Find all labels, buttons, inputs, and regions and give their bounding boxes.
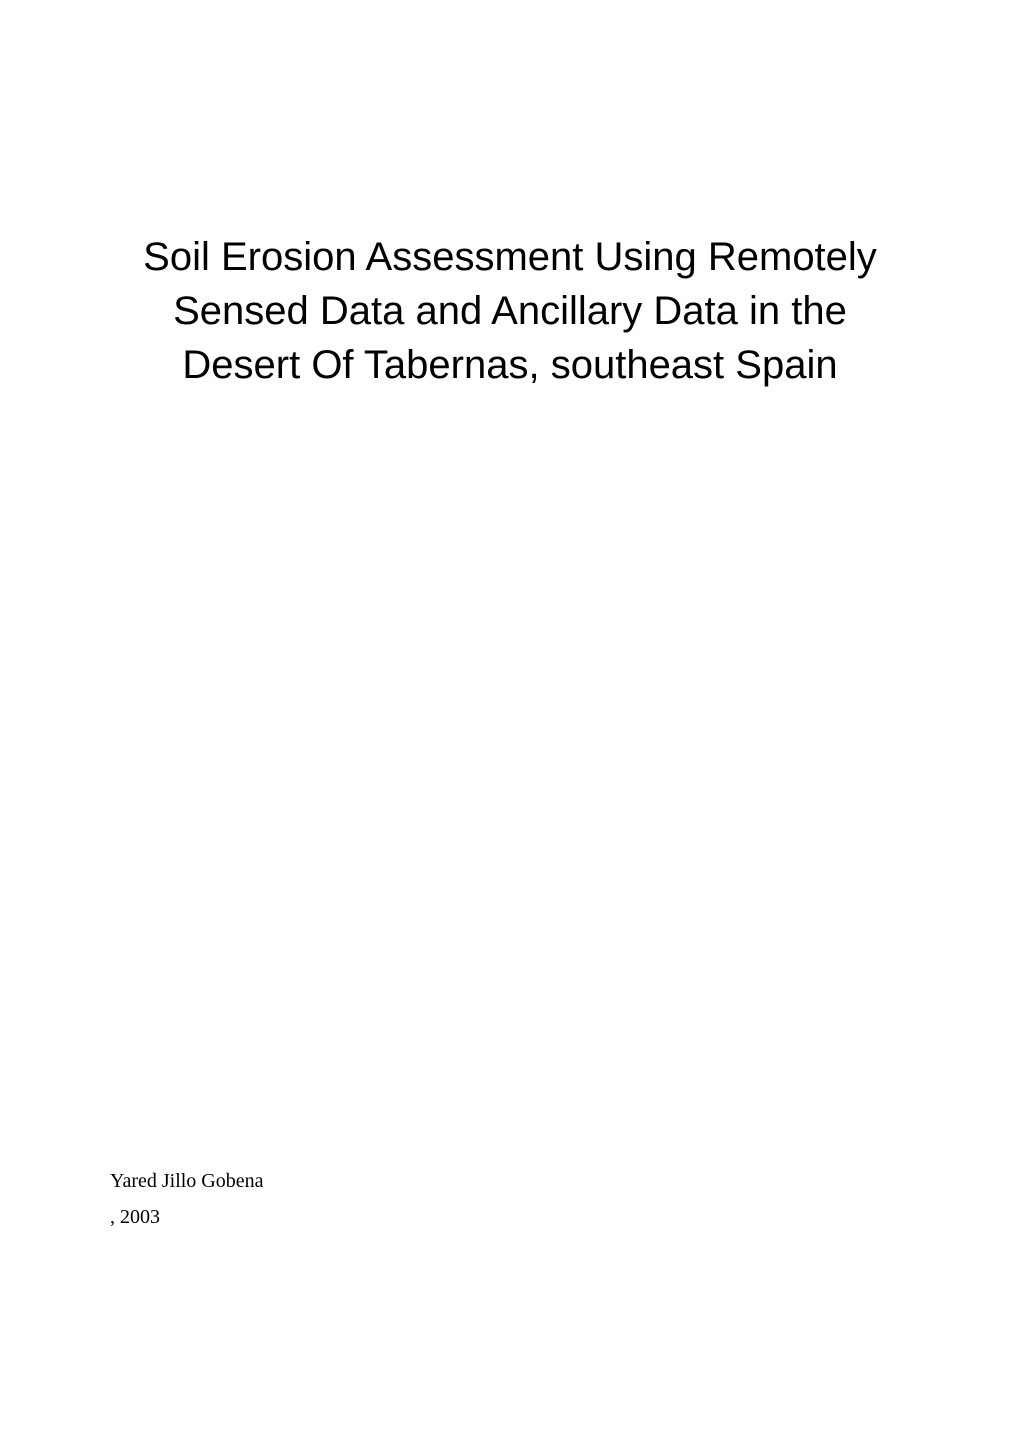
publication-year: , 2003 — [110, 1202, 264, 1232]
document-page: Soil Erosion Assessment Using Remotely S… — [0, 0, 1020, 1442]
author-name: Yared Jillo Gobena — [110, 1166, 264, 1196]
author-block: Yared Jillo Gobena , 2003 — [110, 1166, 264, 1232]
document-title: Soil Erosion Assessment Using Remotely S… — [110, 230, 910, 392]
